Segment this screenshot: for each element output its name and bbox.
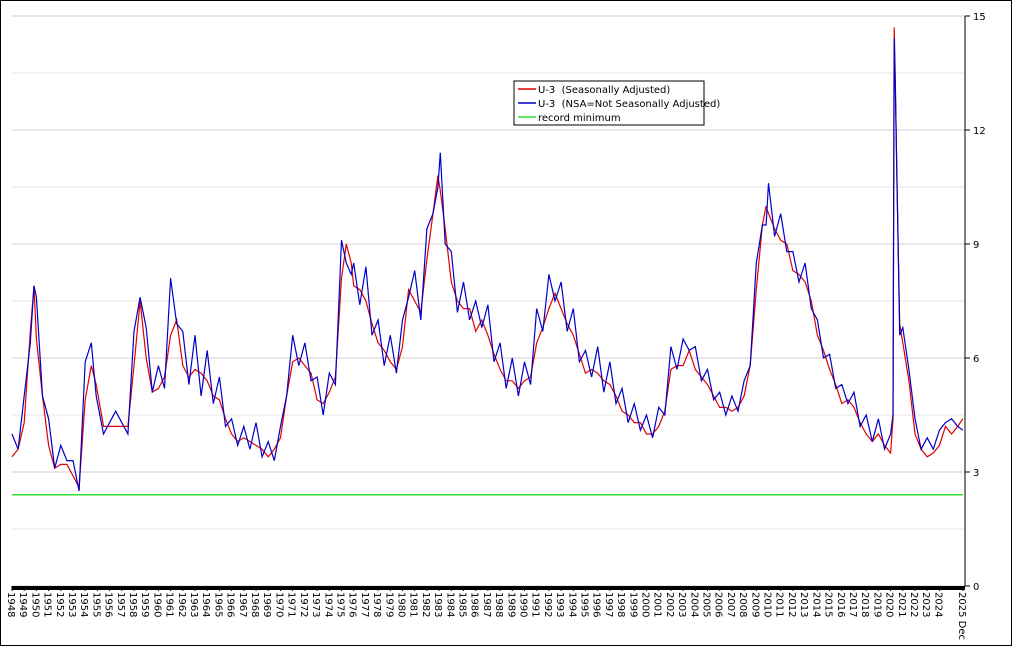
x-tick-label: 1948: [5, 592, 16, 617]
x-tick-label: 2003: [676, 592, 687, 617]
x-tick-label: 1979: [383, 592, 394, 617]
x-tick-label: 2018: [859, 592, 870, 617]
x-tick-label: 1997: [603, 592, 614, 617]
x-tick-label: 1998: [615, 592, 626, 617]
x-tick-label: 1970: [273, 592, 284, 617]
x-tick-label: 2023: [920, 592, 931, 617]
x-tick-label: 1987: [481, 592, 492, 617]
x-tick-label: 1959: [139, 592, 150, 617]
x-tick-label: 2020: [884, 592, 895, 617]
x-tick-label: 1993: [554, 592, 565, 617]
y-tick-label: 0: [973, 582, 979, 593]
x-tick-label: 1989: [505, 592, 516, 617]
x-tick-label: 1967: [237, 592, 248, 617]
x-tick-label: 2009: [749, 592, 760, 617]
x-tick-label: 2021: [896, 592, 907, 617]
x-tick-label: 1952: [54, 592, 65, 617]
x-tick-label: 1968: [249, 592, 260, 617]
legend-label: U-3 (Seasonally Adjusted): [538, 85, 670, 96]
x-tick-label: 1961: [164, 592, 175, 617]
y-tick-label: 9: [973, 240, 979, 251]
y-tick-label: 3: [973, 468, 979, 479]
legend-label: record minimum: [538, 113, 621, 124]
x-tick-label: 1966: [225, 592, 236, 617]
x-tick-label: 1984: [444, 592, 455, 617]
x-tick-label: 1962: [176, 592, 187, 617]
x-tick-label: 1949: [17, 592, 28, 617]
x-tick-label: 1971: [286, 592, 297, 617]
series-line: [11, 38, 964, 492]
x-tick-label: 2004: [688, 592, 699, 617]
x-tick-label: 1990: [517, 592, 528, 617]
x-tick-label: 2001: [652, 592, 663, 617]
x-tick-label: 1954: [78, 592, 89, 617]
x-tick-label: 1996: [591, 592, 602, 617]
x-tick-label: 2007: [725, 592, 736, 617]
x-tick-label: 2008: [737, 592, 748, 617]
legend: U-3 (Seasonally Adjusted) U-3 (NSA=Not Se…: [513, 80, 720, 126]
x-tick-label: 1958: [127, 592, 138, 617]
x-tick-label: 1978: [371, 592, 382, 617]
x-tick-label: 1973: [310, 592, 321, 617]
y-tick-label: 6: [973, 354, 979, 365]
x-tick-label: 1956: [103, 592, 114, 617]
x-tick-label: 2014: [810, 592, 821, 617]
x-tick-label: 2022: [908, 592, 919, 617]
x-tick-label: 2012: [786, 592, 797, 617]
x-tick-label: 1963: [188, 592, 199, 617]
x-tick-label: 2006: [713, 592, 724, 617]
series-line: [11, 27, 964, 490]
x-tick-label: 2011: [774, 592, 785, 617]
x-tick-label: 1951: [42, 592, 53, 617]
legend-label: U-3 (NSA=Not Seasonally Adjusted): [538, 99, 720, 110]
x-tick-label: 2000: [640, 592, 651, 617]
legend-box: [513, 80, 705, 126]
x-tick-label: 1986: [469, 592, 480, 617]
x-tick-label: 1985: [456, 592, 467, 617]
x-tick-label: 1995: [579, 592, 590, 617]
x-tick-label: 1999: [627, 592, 638, 617]
x-tick-label: 1980: [395, 592, 406, 617]
y-tick-label: 12: [973, 126, 986, 137]
x-tick-label: 2002: [664, 592, 675, 617]
x-tick-label: 2013: [798, 592, 809, 617]
x-tick-label: 2025 Dec: [956, 592, 967, 640]
x-tick-label: 1969: [261, 592, 272, 617]
x-tick-label: 1965: [212, 592, 223, 617]
x-tick-label: 2017: [847, 592, 858, 617]
x-tick-label: 1950: [29, 592, 40, 617]
x-tick-label: 2019: [871, 592, 882, 617]
x-tick-label: 2016: [835, 592, 846, 617]
x-tick-label: 1974: [322, 592, 333, 617]
x-tick-label: 1983: [432, 592, 443, 617]
x-tick-label: 1960: [151, 592, 162, 617]
x-tick-label: 1975: [334, 592, 345, 617]
x-axis-band: [12, 586, 965, 590]
x-tick-label: 1982: [420, 592, 431, 617]
x-tick-label: 1953: [66, 592, 77, 617]
x-tick-label: 2010: [762, 592, 773, 617]
x-tick-label: 1955: [90, 592, 101, 617]
x-tick-label: 2015: [823, 592, 834, 617]
y-tick-label: 15: [973, 12, 986, 23]
x-tick-label: 1992: [542, 592, 553, 617]
x-tick-label: 1991: [530, 592, 541, 617]
x-tick-label: 2024: [932, 592, 943, 617]
x-tick-label: 1972: [298, 592, 309, 617]
x-tick-label: 1988: [493, 592, 504, 617]
x-tick-label: 2005: [701, 592, 712, 617]
x-tick-label: 1976: [347, 592, 358, 617]
x-tick-label: 1957: [115, 592, 126, 617]
x-tick-label: 1977: [359, 592, 370, 617]
x-tick-label: 1981: [408, 592, 419, 617]
x-tick-label: 1994: [566, 592, 577, 617]
x-tick-label: 1964: [200, 592, 211, 617]
